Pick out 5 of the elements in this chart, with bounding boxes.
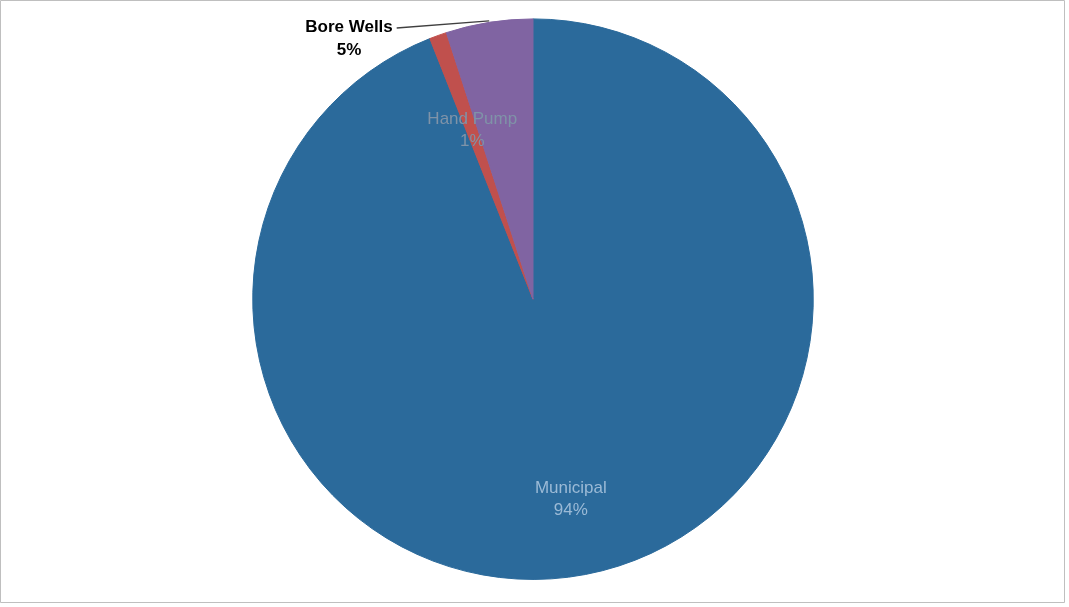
- data-label: 5%: [336, 39, 362, 59]
- data-label: 1%: [459, 131, 485, 151]
- slice-label: Municipal: [534, 477, 607, 497]
- data-label: 94%: [553, 500, 588, 520]
- slice-label: Bore Wells: [305, 16, 393, 36]
